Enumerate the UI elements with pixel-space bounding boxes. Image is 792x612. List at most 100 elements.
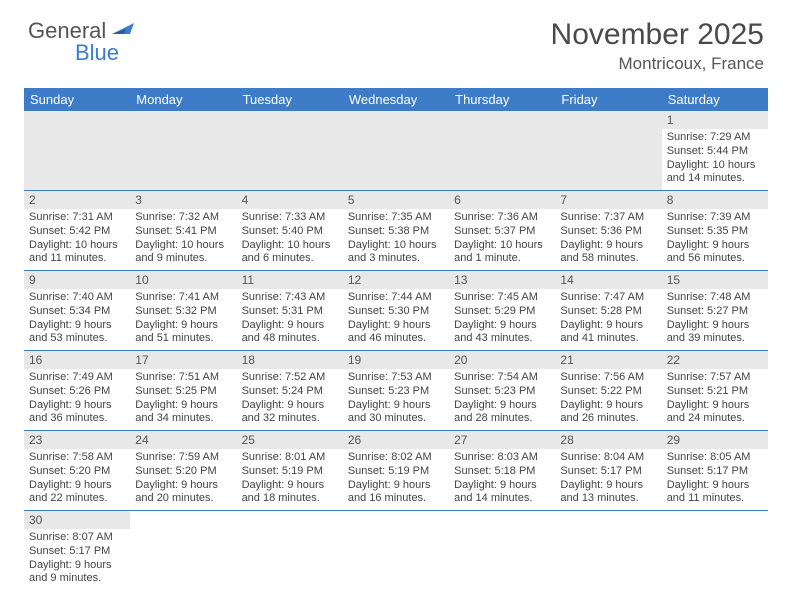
day-number: 5 <box>343 191 449 209</box>
calendar-cell <box>237 511 343 591</box>
day-details: Sunrise: 7:57 AMSunset: 5:21 PMDaylight:… <box>662 369 768 430</box>
logo: General Blue <box>28 18 142 44</box>
day-number: 23 <box>24 431 130 449</box>
day-details: Sunrise: 7:44 AMSunset: 5:30 PMDaylight:… <box>343 289 449 350</box>
calendar-cell: 11Sunrise: 7:43 AMSunset: 5:31 PMDayligh… <box>237 271 343 351</box>
calendar-cell: 27Sunrise: 8:03 AMSunset: 5:18 PMDayligh… <box>449 431 555 511</box>
weekday-header: Monday <box>130 88 236 111</box>
day-number: 28 <box>555 431 661 449</box>
calendar-cell <box>343 511 449 591</box>
header: General Blue November 2025 Montricoux, F… <box>0 0 792 82</box>
day-number: 14 <box>555 271 661 289</box>
day-number: 24 <box>130 431 236 449</box>
day-number: 19 <box>343 351 449 369</box>
day-details: Sunrise: 7:35 AMSunset: 5:38 PMDaylight:… <box>343 209 449 270</box>
day-details: Sunrise: 8:05 AMSunset: 5:17 PMDaylight:… <box>662 449 768 510</box>
calendar-cell: 3Sunrise: 7:32 AMSunset: 5:41 PMDaylight… <box>130 191 236 271</box>
day-number: 30 <box>24 511 130 529</box>
weekday-header: Sunday <box>24 88 130 111</box>
calendar-body: 1Sunrise: 7:29 AMSunset: 5:44 PMDaylight… <box>24 111 768 590</box>
day-number: 3 <box>130 191 236 209</box>
day-details: Sunrise: 7:56 AMSunset: 5:22 PMDaylight:… <box>555 369 661 430</box>
calendar-cell: 2Sunrise: 7:31 AMSunset: 5:42 PMDaylight… <box>24 191 130 271</box>
calendar-cell <box>555 111 661 191</box>
calendar-cell: 16Sunrise: 7:49 AMSunset: 5:26 PMDayligh… <box>24 351 130 431</box>
day-number: 27 <box>449 431 555 449</box>
calendar-cell: 6Sunrise: 7:36 AMSunset: 5:37 PMDaylight… <box>449 191 555 271</box>
title-block: November 2025 Montricoux, France <box>551 18 764 74</box>
day-details: Sunrise: 7:43 AMSunset: 5:31 PMDaylight:… <box>237 289 343 350</box>
calendar-cell: 19Sunrise: 7:53 AMSunset: 5:23 PMDayligh… <box>343 351 449 431</box>
day-details: Sunrise: 7:39 AMSunset: 5:35 PMDaylight:… <box>662 209 768 270</box>
calendar-cell: 8Sunrise: 7:39 AMSunset: 5:35 PMDaylight… <box>662 191 768 271</box>
calendar-cell <box>449 511 555 591</box>
calendar-cell: 21Sunrise: 7:56 AMSunset: 5:22 PMDayligh… <box>555 351 661 431</box>
day-number: 12 <box>343 271 449 289</box>
calendar-cell <box>130 111 236 191</box>
day-number: 4 <box>237 191 343 209</box>
calendar-cell: 24Sunrise: 7:59 AMSunset: 5:20 PMDayligh… <box>130 431 236 511</box>
calendar-table: SundayMondayTuesdayWednesdayThursdayFrid… <box>24 88 768 590</box>
calendar-cell: 1Sunrise: 7:29 AMSunset: 5:44 PMDaylight… <box>662 111 768 191</box>
day-details: Sunrise: 8:02 AMSunset: 5:19 PMDaylight:… <box>343 449 449 510</box>
day-number: 13 <box>449 271 555 289</box>
day-number: 11 <box>237 271 343 289</box>
calendar-cell: 14Sunrise: 7:47 AMSunset: 5:28 PMDayligh… <box>555 271 661 351</box>
weekday-header: Saturday <box>662 88 768 111</box>
day-number: 2 <box>24 191 130 209</box>
day-details: Sunrise: 7:32 AMSunset: 5:41 PMDaylight:… <box>130 209 236 270</box>
day-details: Sunrise: 7:29 AMSunset: 5:44 PMDaylight:… <box>662 129 768 190</box>
day-number: 6 <box>449 191 555 209</box>
calendar-cell: 9Sunrise: 7:40 AMSunset: 5:34 PMDaylight… <box>24 271 130 351</box>
day-details: Sunrise: 8:01 AMSunset: 5:19 PMDaylight:… <box>237 449 343 510</box>
calendar-cell: 22Sunrise: 7:57 AMSunset: 5:21 PMDayligh… <box>662 351 768 431</box>
month-title: November 2025 <box>551 18 764 52</box>
day-details: Sunrise: 7:41 AMSunset: 5:32 PMDaylight:… <box>130 289 236 350</box>
day-details: Sunrise: 8:07 AMSunset: 5:17 PMDaylight:… <box>24 529 130 590</box>
day-number: 7 <box>555 191 661 209</box>
day-number: 29 <box>662 431 768 449</box>
calendar-cell: 26Sunrise: 8:02 AMSunset: 5:19 PMDayligh… <box>343 431 449 511</box>
weekday-header: Tuesday <box>237 88 343 111</box>
weekday-header: Friday <box>555 88 661 111</box>
calendar-cell: 10Sunrise: 7:41 AMSunset: 5:32 PMDayligh… <box>130 271 236 351</box>
day-details: Sunrise: 7:48 AMSunset: 5:27 PMDaylight:… <box>662 289 768 350</box>
day-number: 1 <box>662 111 768 129</box>
day-details: Sunrise: 7:59 AMSunset: 5:20 PMDaylight:… <box>130 449 236 510</box>
day-details: Sunrise: 7:33 AMSunset: 5:40 PMDaylight:… <box>237 209 343 270</box>
day-details: Sunrise: 7:31 AMSunset: 5:42 PMDaylight:… <box>24 209 130 270</box>
calendar-cell: 15Sunrise: 7:48 AMSunset: 5:27 PMDayligh… <box>662 271 768 351</box>
day-number: 9 <box>24 271 130 289</box>
day-number: 18 <box>237 351 343 369</box>
day-details: Sunrise: 7:45 AMSunset: 5:29 PMDaylight:… <box>449 289 555 350</box>
calendar-cell: 17Sunrise: 7:51 AMSunset: 5:25 PMDayligh… <box>130 351 236 431</box>
calendar-cell <box>343 111 449 191</box>
weekday-header: Wednesday <box>343 88 449 111</box>
calendar-cell: 29Sunrise: 8:05 AMSunset: 5:17 PMDayligh… <box>662 431 768 511</box>
day-number: 25 <box>237 431 343 449</box>
weekday-header: Thursday <box>449 88 555 111</box>
day-number: 22 <box>662 351 768 369</box>
day-details: Sunrise: 7:54 AMSunset: 5:23 PMDaylight:… <box>449 369 555 430</box>
calendar-header-row: SundayMondayTuesdayWednesdayThursdayFrid… <box>24 88 768 111</box>
day-number: 17 <box>130 351 236 369</box>
day-number: 16 <box>24 351 130 369</box>
calendar-cell <box>237 111 343 191</box>
day-number: 15 <box>662 271 768 289</box>
calendar-cell: 28Sunrise: 8:04 AMSunset: 5:17 PMDayligh… <box>555 431 661 511</box>
day-details: Sunrise: 7:47 AMSunset: 5:28 PMDaylight:… <box>555 289 661 350</box>
calendar-cell: 5Sunrise: 7:35 AMSunset: 5:38 PMDaylight… <box>343 191 449 271</box>
day-details: Sunrise: 7:52 AMSunset: 5:24 PMDaylight:… <box>237 369 343 430</box>
day-number: 21 <box>555 351 661 369</box>
day-details: Sunrise: 8:03 AMSunset: 5:18 PMDaylight:… <box>449 449 555 510</box>
calendar-cell: 7Sunrise: 7:37 AMSunset: 5:36 PMDaylight… <box>555 191 661 271</box>
calendar-cell: 25Sunrise: 8:01 AMSunset: 5:19 PMDayligh… <box>237 431 343 511</box>
calendar-cell: 23Sunrise: 7:58 AMSunset: 5:20 PMDayligh… <box>24 431 130 511</box>
calendar-cell <box>555 511 661 591</box>
day-details: Sunrise: 7:49 AMSunset: 5:26 PMDaylight:… <box>24 369 130 430</box>
day-details: Sunrise: 7:40 AMSunset: 5:34 PMDaylight:… <box>24 289 130 350</box>
day-details: Sunrise: 7:51 AMSunset: 5:25 PMDaylight:… <box>130 369 236 430</box>
day-details: Sunrise: 7:36 AMSunset: 5:37 PMDaylight:… <box>449 209 555 270</box>
logo-text-blue: Blue <box>75 40 119 66</box>
day-number: 8 <box>662 191 768 209</box>
